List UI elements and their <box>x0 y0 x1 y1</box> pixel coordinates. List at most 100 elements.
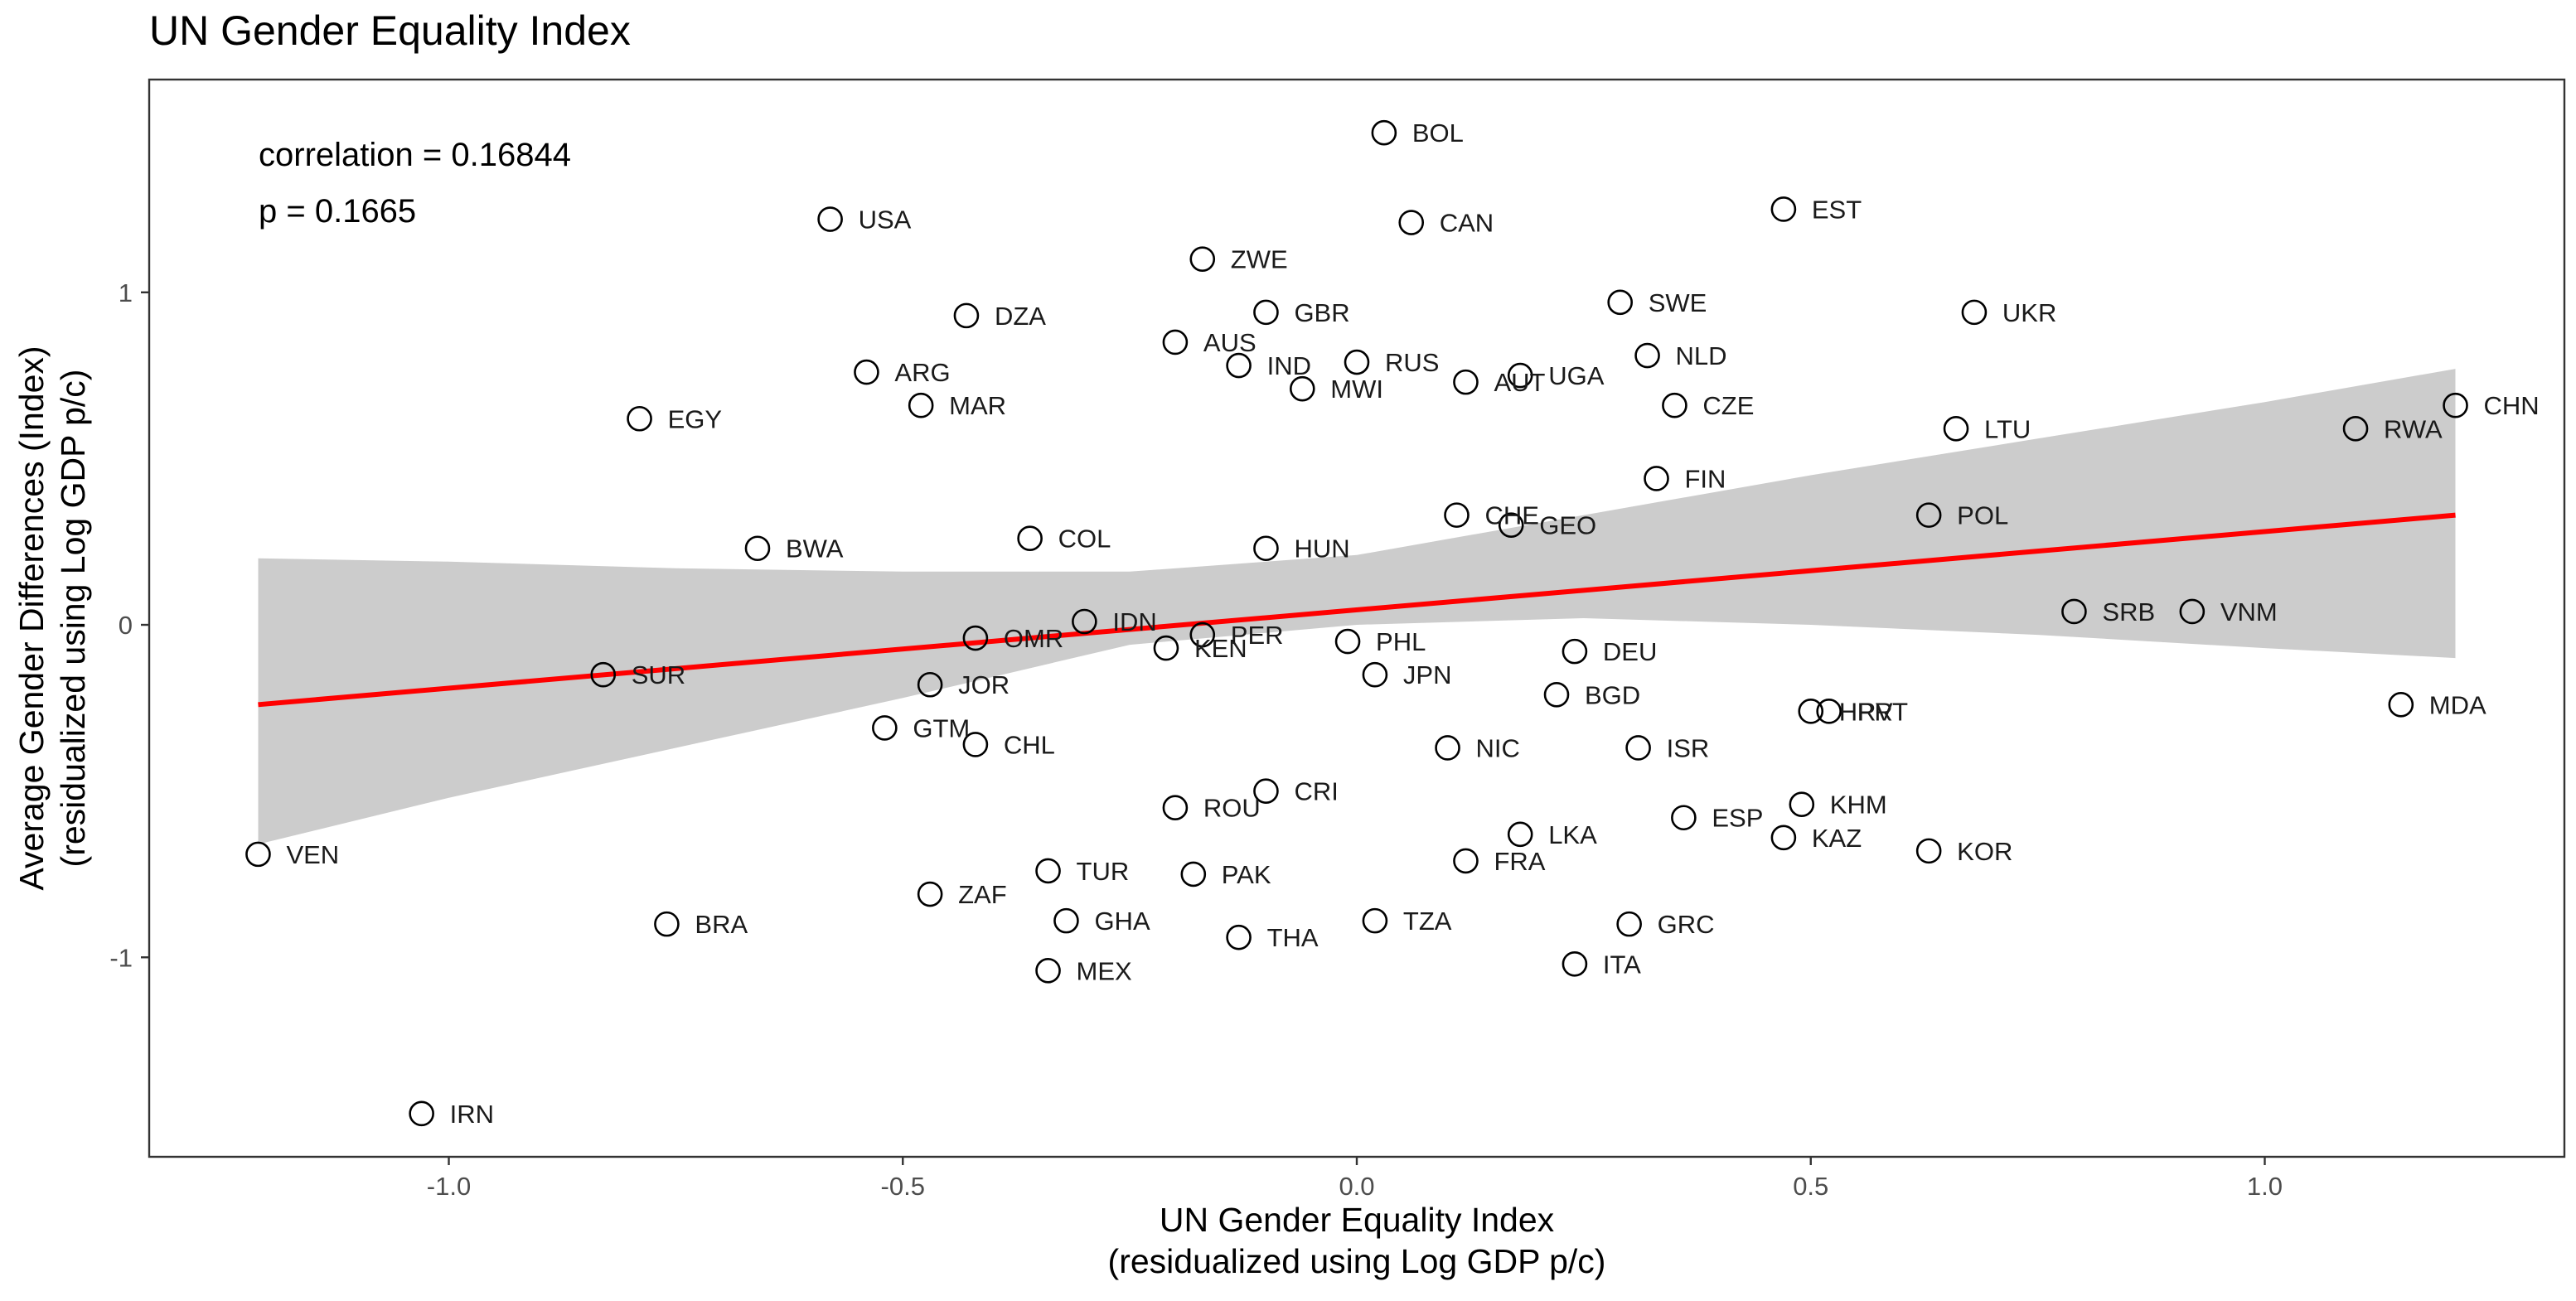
point-label-can: CAN <box>1440 209 1494 238</box>
x-axis-title: UN Gender Equality Index <box>1160 1201 1555 1239</box>
point-ltu <box>1943 415 1969 442</box>
point-label-tza: TZA <box>1403 907 1452 936</box>
point-label-arg: ARG <box>894 358 950 387</box>
point-label-chl: CHL <box>1004 730 1055 759</box>
point-usa <box>817 206 843 232</box>
point-cze <box>1662 392 1687 418</box>
point-nic <box>1435 735 1460 761</box>
point-tur <box>1035 858 1061 884</box>
point-label-cze: CZE <box>1702 391 1754 420</box>
point-label-bra: BRA <box>695 910 748 939</box>
point-geo <box>1498 512 1524 538</box>
point-ita <box>1562 950 1588 977</box>
point-hrv <box>1798 699 1824 724</box>
y-axis-title: Average Gender Differences (Index) <box>12 346 51 890</box>
point-gtm <box>872 715 898 741</box>
point-label-pol: POL <box>1957 501 2008 530</box>
point-gha <box>1053 907 1079 934</box>
point-kaz <box>1770 825 1797 851</box>
x-tick-label: 1.0 <box>2247 1172 2283 1201</box>
point-label-zwe: ZWE <box>1231 245 1288 274</box>
point-uga <box>1507 362 1533 389</box>
point-label-omr: OMR <box>1004 624 1063 653</box>
point-label-gbr: GBR <box>1294 298 1349 327</box>
point-label-gtm: GTM <box>913 713 970 742</box>
point-label-fin: FIN <box>1685 464 1726 493</box>
point-label-geo: GEO <box>1539 511 1596 540</box>
point-prt <box>1816 699 1842 724</box>
point-label-ltu: LTU <box>1984 414 2031 443</box>
point-bol <box>1371 119 1397 146</box>
point-esp <box>1671 805 1697 831</box>
point-aut <box>1453 369 1479 395</box>
point-label-srb: SRB <box>2102 597 2155 626</box>
point-kor <box>1915 838 1942 864</box>
point-zwe <box>1189 246 1216 272</box>
point-bra <box>654 911 680 937</box>
fit-line-layer <box>258 512 2456 708</box>
point-ukr <box>1961 299 1988 326</box>
point-label-ita: ITA <box>1603 950 1641 979</box>
point-mex <box>1035 958 1061 984</box>
point-label-egy: EGY <box>668 404 722 433</box>
y-tick-label: 1 <box>119 278 133 307</box>
point-mwi <box>1289 375 1315 402</box>
point-label-irn: IRN <box>450 1100 494 1129</box>
point-label-vnm: VNM <box>2220 597 2278 626</box>
point-label-kor: KOR <box>1957 837 2012 866</box>
point-label-prt: PRT <box>1857 697 1909 726</box>
point-deu <box>1562 638 1588 665</box>
x-tick-label: 0.0 <box>1339 1172 1374 1201</box>
point-vnm <box>2179 598 2206 625</box>
point-zaf <box>917 881 943 907</box>
point-label-col: COL <box>1058 525 1111 554</box>
point-khm <box>1789 791 1815 817</box>
point-per <box>1189 621 1216 648</box>
point-irn <box>409 1100 434 1127</box>
point-ken <box>1153 635 1179 661</box>
point-label-mar: MAR <box>949 391 1006 420</box>
point-egy <box>627 405 652 432</box>
point-label-swe: SWE <box>1649 288 1707 317</box>
point-swe <box>1607 289 1633 316</box>
point-label-ven: VEN <box>286 840 339 869</box>
point-arg <box>854 359 879 385</box>
point-mar <box>908 392 934 418</box>
point-phl <box>1334 628 1361 655</box>
point-tza <box>1362 907 1388 934</box>
point-nld <box>1634 342 1660 369</box>
point-cri <box>1253 778 1279 804</box>
point-label-ind: IND <box>1267 351 1311 380</box>
point-label-khm: KHM <box>1830 791 1887 820</box>
point-label-bol: BOL <box>1412 118 1464 148</box>
y-axis-title: (residualized using Log GDP p/c) <box>54 370 92 868</box>
point-ind <box>1226 352 1252 379</box>
point-label-mda: MDA <box>2429 690 2486 719</box>
point-sur <box>590 661 617 688</box>
point-label-kaz: KAZ <box>1812 824 1862 853</box>
point-rwa <box>2342 415 2369 442</box>
point-bwa <box>744 535 771 562</box>
point-label-hrv: HRV <box>1839 697 1893 726</box>
point-can <box>1398 210 1425 235</box>
point-ven <box>245 841 271 868</box>
point-bgd <box>1543 681 1570 708</box>
point-label-ukr: UKR <box>2002 298 2056 327</box>
point-label-tur: TUR <box>1077 857 1130 886</box>
point-jor <box>917 671 943 698</box>
point-label-nld: NLD <box>1676 341 1727 370</box>
point-label-cri: CRI <box>1294 777 1338 806</box>
x-axis-title: (residualized using Log GDP p/c) <box>1108 1242 1606 1280</box>
point-label-zaf: ZAF <box>958 880 1007 909</box>
point-label-ken: KEN <box>1194 634 1247 663</box>
point-che <box>1444 502 1470 528</box>
point-chn <box>2443 392 2468 418</box>
point-label-idn: IDN <box>1112 607 1156 636</box>
point-label-mwi: MWI <box>1330 375 1383 404</box>
y-tick-label: -1 <box>109 943 133 972</box>
chart-title: UN Gender Equality Index <box>149 7 631 54</box>
point-label-nic: NIC <box>1476 733 1520 762</box>
point-label-rwa: RWA <box>2384 414 2443 443</box>
point-mda <box>2388 692 2414 718</box>
